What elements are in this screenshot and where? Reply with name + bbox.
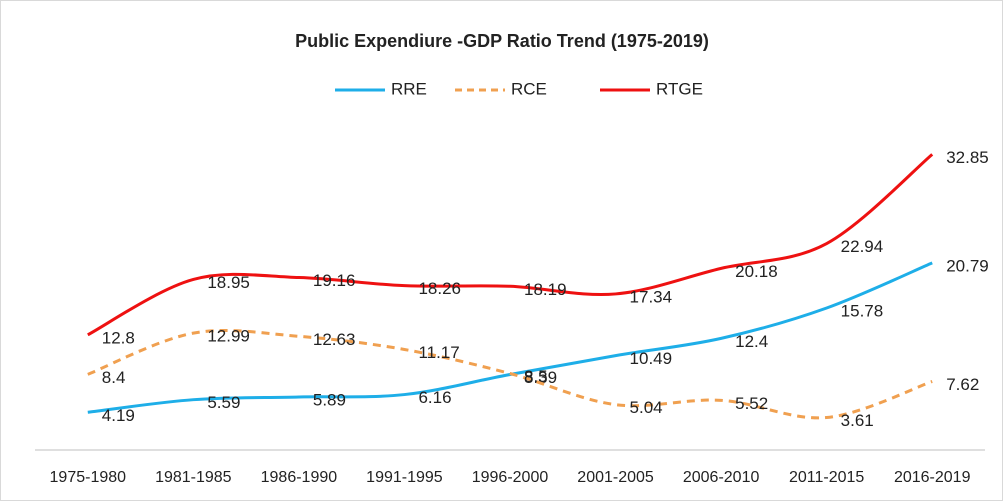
data-label: 5.04	[630, 398, 663, 417]
data-label: 11.17	[418, 343, 459, 362]
legend-label: RRE	[391, 79, 427, 98]
line-series	[87, 153, 934, 337]
x-tick-label: 2006-2010	[683, 469, 760, 486]
data-label: 22.94	[841, 237, 884, 256]
data-label: 10.49	[630, 349, 673, 368]
data-label: 7.62	[946, 375, 979, 394]
data-label: 18.19	[524, 280, 567, 299]
x-tick-label: 1991-1995	[366, 469, 443, 486]
x-tick-label: 2001-2005	[577, 469, 654, 486]
data-label: 32.85	[946, 148, 989, 167]
x-tick-label: 1996-2000	[472, 469, 549, 486]
legend-label: RCE	[511, 79, 547, 98]
data-label: 12.99	[207, 327, 250, 346]
data-label: 5.59	[207, 393, 240, 412]
legend-label: RTGE	[656, 79, 703, 98]
data-label: 8.5	[524, 367, 548, 386]
data-label: 12.63	[313, 330, 356, 349]
data-label: 8.39	[524, 368, 557, 387]
data-label: 4.19	[102, 406, 135, 425]
x-tick-label: 2011-2015	[789, 469, 864, 486]
data-label: 17.34	[630, 287, 673, 306]
data-label: 20.18	[735, 262, 778, 281]
x-tick-label: 1986-1990	[261, 469, 338, 486]
x-tick-label: 1975-1980	[50, 469, 127, 486]
data-label: 18.26	[418, 279, 461, 298]
data-label: 8.4	[102, 368, 126, 387]
data-label: 5.52	[735, 394, 768, 413]
data-label: 15.78	[841, 301, 884, 320]
data-label: 6.16	[418, 388, 451, 407]
data-label: 20.79	[946, 256, 989, 275]
data-label: 12.4	[735, 332, 768, 351]
data-label: 12.8	[102, 328, 135, 347]
data-label: 19.16	[313, 271, 356, 290]
data-label: 3.61	[841, 411, 874, 430]
line-series	[87, 328, 933, 420]
data-label: 18.95	[207, 273, 250, 292]
chart-title: Public Expendiure -GDP Ratio Trend (1975…	[295, 31, 709, 51]
data-label: 5.89	[313, 390, 346, 409]
x-tick-label: 2016-2019	[894, 469, 971, 486]
x-tick-label: 1981-1985	[155, 469, 232, 486]
